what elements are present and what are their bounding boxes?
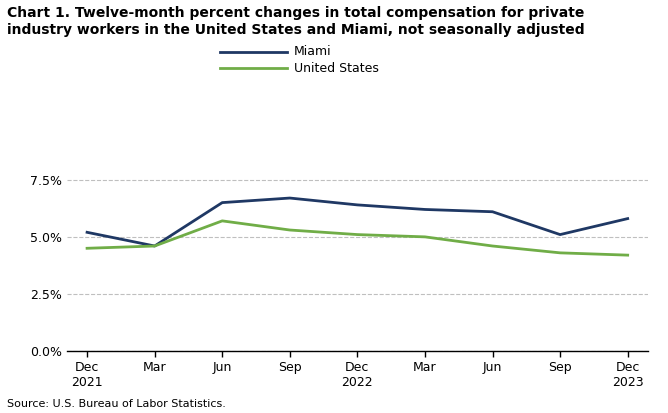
- Text: United States: United States: [294, 62, 379, 75]
- Text: industry workers in the United States and Miami, not seasonally adjusted: industry workers in the United States an…: [7, 23, 584, 37]
- Text: Source: U.S. Bureau of Labor Statistics.: Source: U.S. Bureau of Labor Statistics.: [7, 399, 226, 409]
- Text: Chart 1. Twelve-month percent changes in total compensation for private: Chart 1. Twelve-month percent changes in…: [7, 6, 584, 20]
- Text: Miami: Miami: [294, 45, 331, 58]
